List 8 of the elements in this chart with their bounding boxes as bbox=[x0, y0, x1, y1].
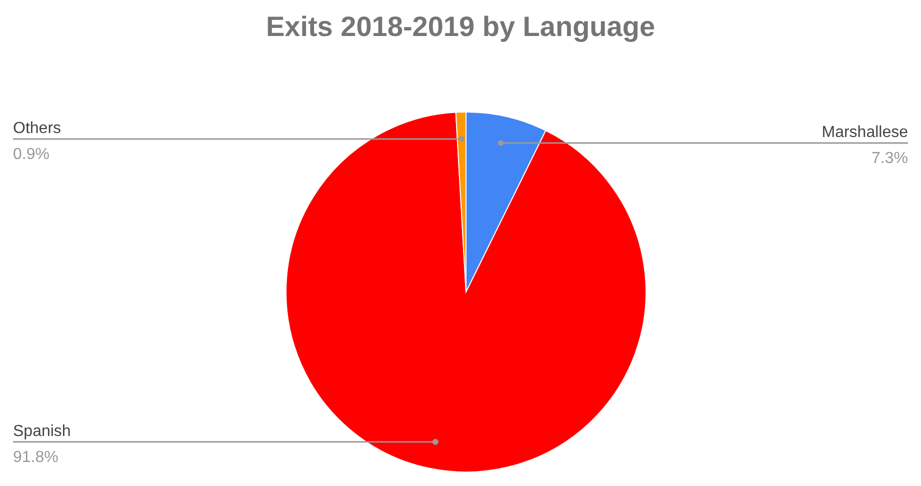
data-label: 91.8% bbox=[13, 448, 58, 466]
data-label: 0.9% bbox=[13, 146, 50, 164]
slice-label: Spanish bbox=[13, 422, 71, 440]
pie-slice bbox=[286, 112, 646, 472]
slice-label: Marshallese bbox=[822, 124, 908, 142]
slice-label: Others bbox=[13, 120, 62, 138]
data-label: 7.3% bbox=[872, 150, 908, 168]
chart-title: Exits 2018-2019 by Language bbox=[266, 11, 656, 42]
